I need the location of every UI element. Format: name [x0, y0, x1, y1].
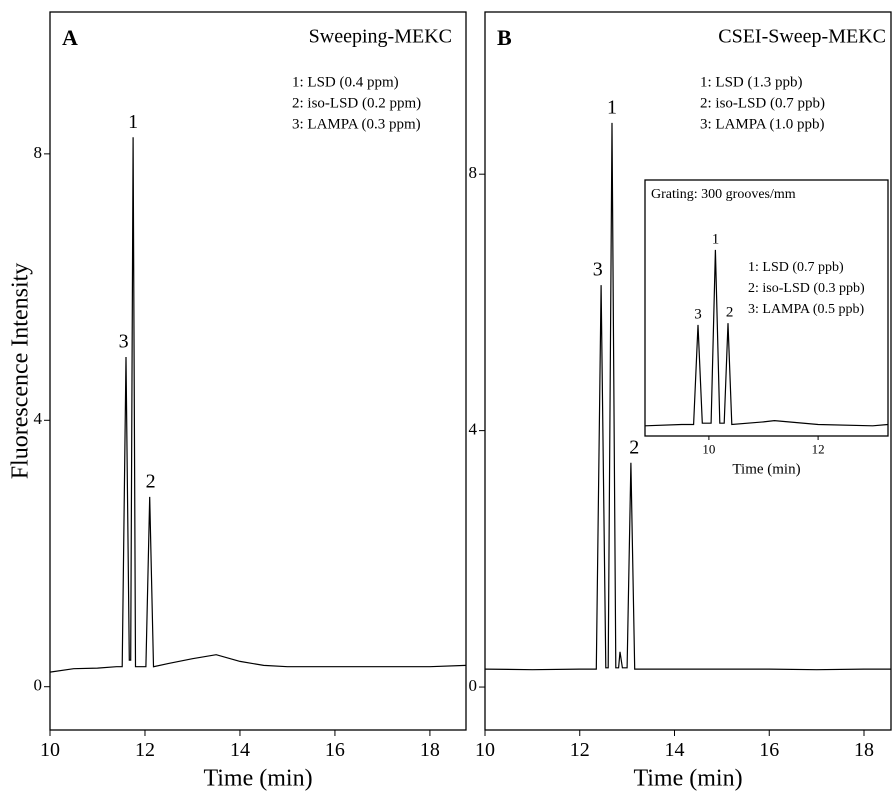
- panel-label: A: [62, 25, 78, 50]
- legend-line: 2: iso-LSD (0.2 ppm): [292, 95, 421, 111]
- x-tick-label: 10: [702, 441, 715, 456]
- plot-frame: [49, 11, 467, 731]
- legend-line: 3: LAMPA (0.5 ppb): [748, 302, 865, 317]
- peak-label: 3: [694, 306, 702, 322]
- trace-line: [644, 249, 889, 427]
- x-axis-label: Time (min): [203, 766, 312, 792]
- x-axis-label: Time (min): [732, 461, 800, 477]
- chart-title: Grating: 300 grooves/mm: [651, 187, 796, 202]
- y-tick-label: 0: [34, 676, 43, 695]
- x-tick-label: 14: [230, 739, 250, 761]
- y-tick-label: 8: [469, 163, 478, 182]
- legend-line: 2: iso-LSD (0.3 ppb): [748, 281, 865, 296]
- x-tick-label: 10: [40, 739, 60, 761]
- trace-line: [49, 137, 467, 673]
- legend-line: 2: iso-LSD (0.7 ppb): [700, 95, 825, 111]
- x-tick-label: 12: [812, 441, 825, 456]
- y-tick-label: 4: [469, 420, 478, 439]
- y-tick-label: 8: [34, 143, 43, 162]
- legend-line: 3: LAMPA (1.0 ppb): [700, 116, 824, 132]
- peak-label: 2: [629, 436, 639, 458]
- x-tick-label: 12: [135, 739, 155, 761]
- x-tick-label: 18: [420, 739, 440, 761]
- chart-title: Sweeping-MEKC: [309, 26, 452, 48]
- panel-label: B: [497, 25, 512, 50]
- y-axis-label: Fluorescence Intensity: [8, 263, 34, 480]
- x-tick-label: 10: [475, 739, 495, 761]
- x-axis-label: Time (min): [633, 766, 742, 792]
- peak-label: 1: [128, 111, 138, 133]
- peak-label: 1: [607, 96, 617, 118]
- y-tick-label: 4: [34, 409, 43, 428]
- legend-line: 1: LSD (1.3 ppb): [700, 74, 803, 90]
- peak-label: 3: [119, 331, 129, 353]
- trace-line: [484, 122, 891, 671]
- x-tick-label: 18: [854, 739, 874, 761]
- legend-line: 3: LAMPA (0.3 ppm): [292, 116, 421, 132]
- chart-title: CSEI-Sweep-MEKC: [718, 26, 886, 48]
- x-tick-label: 16: [325, 739, 345, 761]
- peak-label: 2: [726, 305, 734, 321]
- y-tick-label: 0: [469, 676, 478, 695]
- x-tick-label: 14: [664, 739, 684, 761]
- peak-label: 2: [146, 470, 156, 492]
- legend-line: 1: LSD (0.4 ppm): [292, 74, 399, 90]
- x-tick-label: 16: [759, 739, 779, 761]
- legend-line: 1: LSD (0.7 ppb): [748, 260, 844, 275]
- plot-frame: [644, 179, 889, 437]
- peak-label: 3: [593, 259, 603, 281]
- x-tick-label: 12: [570, 739, 590, 761]
- peak-label: 1: [712, 231, 720, 247]
